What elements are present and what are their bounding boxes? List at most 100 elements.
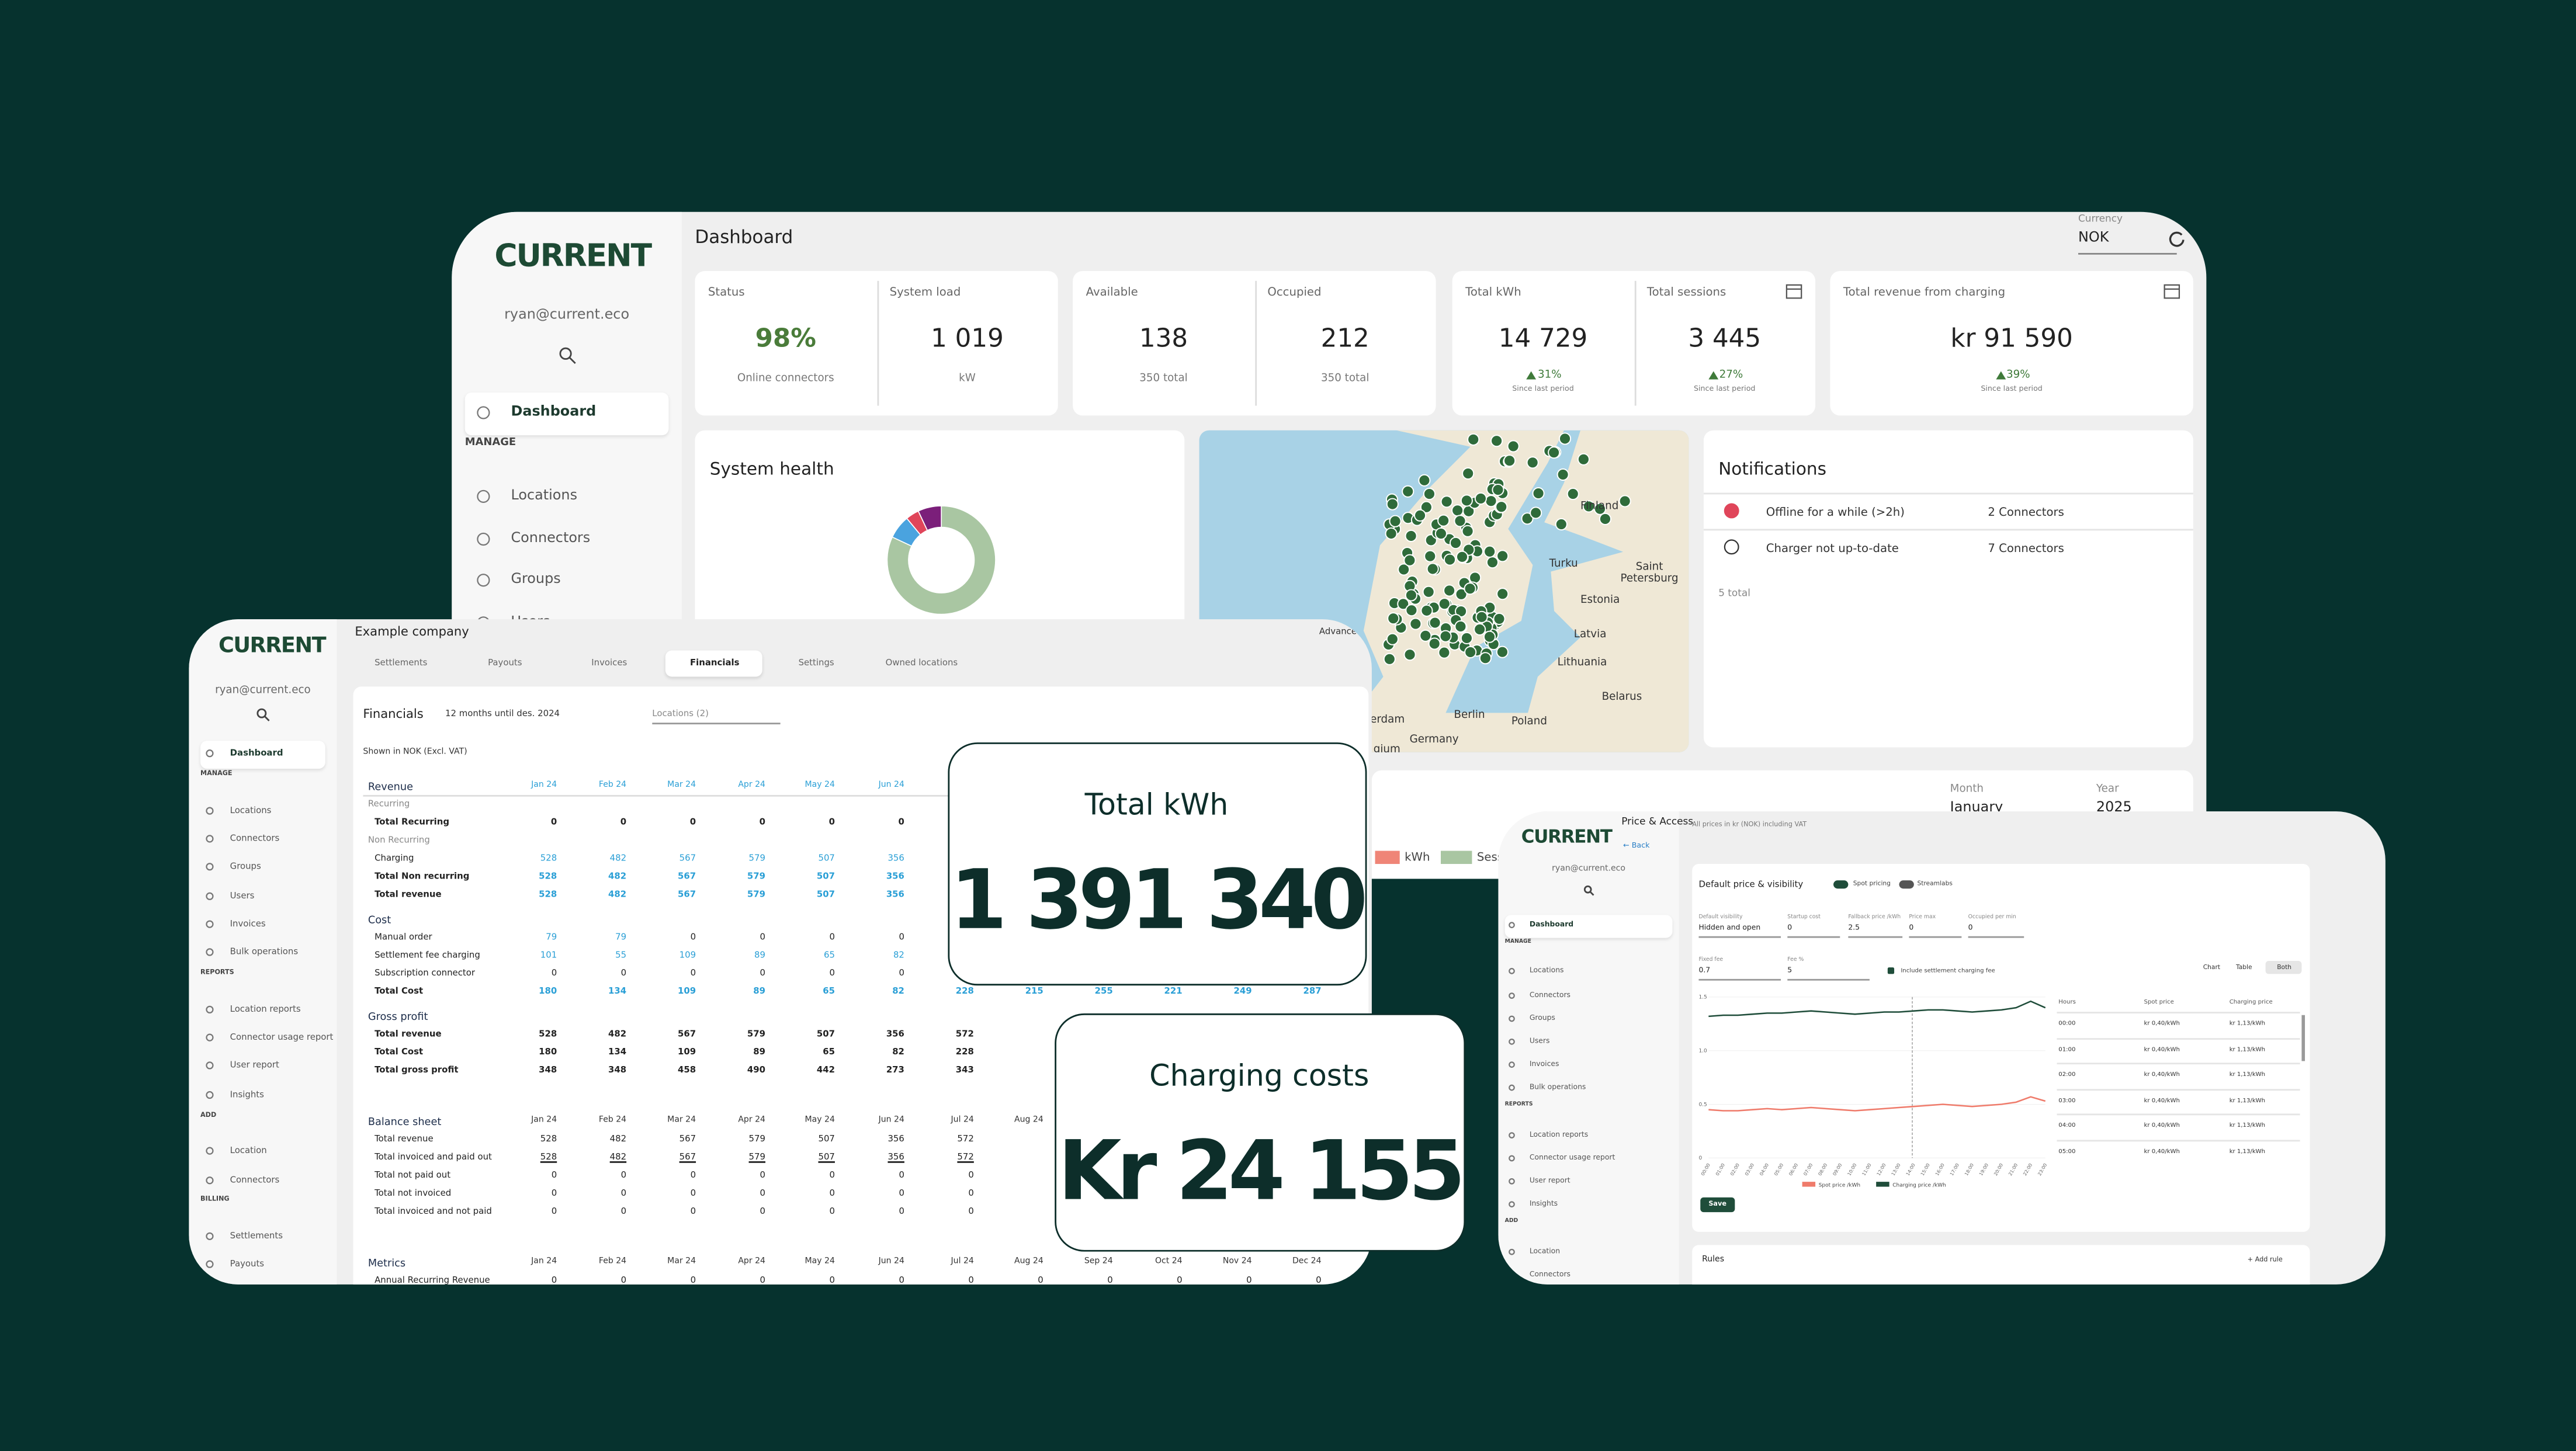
currency-select[interactable]: NOK: [2078, 230, 2177, 255]
map-label: Germany: [1409, 733, 1459, 746]
cell: 0: [899, 1189, 904, 1199]
field-value[interactable]: 2.5: [1848, 925, 1903, 938]
view-toggle[interactable]: Chart: [2203, 961, 2221, 970]
nav-item[interactable]: Connectors: [1529, 991, 1570, 1000]
nav-item[interactable]: Location reports: [230, 1004, 301, 1015]
price-panel: Default price & visibility Spot pricing St…: [1692, 864, 2310, 1232]
tab[interactable]: Owned locations: [885, 658, 958, 669]
field-value[interactable]: 0: [1787, 925, 1840, 938]
map-pin: [1414, 509, 1427, 522]
nav-item[interactable]: Connectors: [1529, 1271, 1570, 1280]
stat-card: Total revenue from charging kr 91 590 39% S…: [1830, 270, 2193, 416]
cell: 579: [748, 854, 766, 865]
nav-item[interactable]: User report: [1529, 1178, 1570, 1186]
field-value[interactable]: 0: [1968, 925, 2024, 938]
icon: [206, 1090, 214, 1098]
nav-item[interactable]: Location: [1529, 1248, 1561, 1256]
nav-item[interactable]: Groups: [511, 571, 561, 588]
nav-item[interactable]: Locations: [511, 488, 578, 505]
cell: 356: [887, 1153, 904, 1163]
toggle: [1833, 880, 1849, 889]
cell: 134: [608, 1047, 627, 1058]
nav-item[interactable]: Dashboard: [1529, 921, 1574, 930]
nav-item[interactable]: User report: [230, 1061, 279, 1072]
graphic: [206, 863, 214, 871]
section-title: Balance sheet: [367, 1117, 442, 1129]
tab[interactable]: Settings: [798, 658, 834, 669]
cell: 134: [608, 987, 627, 997]
nav-item[interactable]: Dashboard: [230, 749, 283, 759]
nav-item[interactable]: Connectors: [511, 529, 591, 546]
icon: [477, 574, 490, 587]
option[interactable]: Spot pricing: [1853, 879, 1891, 887]
nav-item[interactable]: Bulk operations: [230, 947, 299, 958]
nav-item[interactable]: Invoices: [1529, 1061, 1559, 1070]
map-pin: [1398, 563, 1410, 576]
cell: 221: [1164, 987, 1183, 997]
nav-item[interactable]: Locations: [1529, 968, 1564, 977]
sidebar: [1498, 811, 1679, 1285]
save-button[interactable]: Save: [1700, 1197, 1735, 1212]
icon: [206, 919, 214, 928]
nav-item[interactable]: Bulk operations: [1529, 1084, 1586, 1093]
note: Shown in NOK (Excl. VAT): [363, 747, 467, 758]
nav-item[interactable]: Connectors: [230, 834, 280, 844]
nav-item[interactable]: Connector usage report: [1529, 1154, 1615, 1163]
field-value[interactable]: 0.7: [1698, 967, 1781, 981]
cell: 579: [747, 1030, 766, 1040]
field-value[interactable]: 0: [1909, 925, 1962, 938]
stat-sub: Since last period: [1512, 386, 1574, 394]
field-label: Fallback price /kWh: [1848, 913, 1901, 920]
alert-icon: [1724, 503, 1739, 519]
cell: 228: [955, 987, 974, 997]
cell: 528: [539, 872, 557, 882]
map-label: Poland: [1511, 714, 1547, 728]
view-toggle[interactable]: Table: [2235, 961, 2252, 970]
tab[interactable]: Financials: [689, 658, 740, 669]
nav-item[interactable]: Connector usage report: [230, 1033, 334, 1043]
graphic: [1509, 1038, 1515, 1045]
x-tick-label: 17:00: [1949, 1162, 1960, 1176]
legend-swatch: [1802, 1182, 1816, 1187]
cell: 0: [760, 1189, 766, 1199]
nav-item[interactable]: Payouts: [230, 1260, 265, 1271]
checkbox-label[interactable]: Include settlement charging fee: [1901, 967, 1995, 974]
back-link[interactable]: ← Back: [1623, 842, 1650, 851]
nav-item[interactable]: Users: [230, 891, 255, 901]
field-value[interactable]: 5: [1787, 967, 1870, 981]
pricing-window: CURRENT ryan@current.eco Dashboard MANAGE Lo…: [1498, 811, 2386, 1285]
cell: 356: [886, 890, 904, 900]
field-value[interactable]: Hidden and open: [1698, 925, 1781, 938]
view-toggle[interactable]: Both: [2277, 961, 2292, 970]
nav-item[interactable]: Invoices: [230, 919, 266, 929]
nav-item[interactable]: Location reports: [1529, 1131, 1589, 1140]
icon: [206, 1147, 214, 1155]
nav-item[interactable]: Users: [1529, 1038, 1550, 1047]
table-cell: kr 0,40/kWh: [2144, 1071, 2180, 1078]
locations-filter[interactable]: Locations (2): [652, 710, 781, 725]
month-header: Jun 24: [878, 1256, 904, 1266]
nav-item[interactable]: Settlements: [230, 1232, 283, 1242]
map-pin: [1460, 494, 1473, 507]
tab[interactable]: Settlements: [375, 658, 428, 669]
nav-item[interactable]: Locations: [230, 806, 272, 816]
tab[interactable]: Invoices: [591, 658, 627, 669]
nav-item[interactable]: Insights: [1529, 1201, 1558, 1210]
tab[interactable]: Payouts: [488, 658, 522, 669]
month-header: Mar 24: [667, 1115, 696, 1126]
nav-item[interactable]: Connectors: [230, 1175, 280, 1185]
nav-item[interactable]: Location: [230, 1147, 267, 1157]
advanced-link[interactable]: Advanced: [1319, 627, 1362, 638]
nav-item[interactable]: Insights: [230, 1089, 264, 1100]
month-header: May 24: [805, 1115, 835, 1126]
add-rule[interactable]: + Add rule: [2247, 1255, 2283, 1263]
cell: 0: [620, 1207, 627, 1217]
stat-card: Total kWh 14 729 31% Since last period Total…: [1452, 270, 1816, 416]
nav-item[interactable]: Groups: [230, 862, 261, 873]
icon: [1509, 1015, 1515, 1022]
month-header: May 24: [805, 1256, 835, 1266]
option[interactable]: Streamlabs: [1917, 879, 1953, 887]
nav-item[interactable]: Dashboard: [511, 404, 597, 421]
map-pin: [1449, 536, 1462, 550]
nav-item[interactable]: Groups: [1529, 1015, 1555, 1023]
